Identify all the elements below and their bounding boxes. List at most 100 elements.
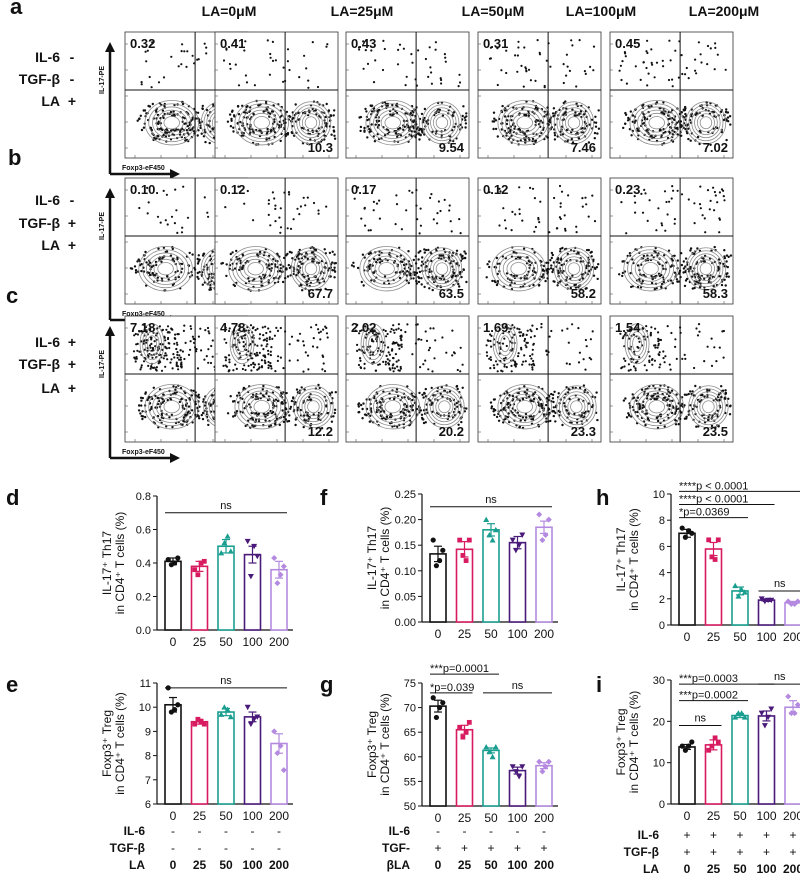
contour-ring [685, 101, 727, 145]
flow-event [402, 128, 405, 131]
flow-cond-sign: - [70, 49, 75, 65]
flow-event [653, 76, 656, 79]
flow-event [646, 84, 649, 87]
flow-event [668, 200, 671, 203]
x-tick-label: 200 [269, 635, 289, 649]
flow-event [660, 111, 663, 114]
flow-event [450, 230, 453, 233]
flow-event [455, 385, 458, 388]
flow-event [372, 81, 376, 84]
flow-event [182, 185, 185, 188]
flow-event [286, 227, 289, 230]
flow-event [233, 115, 236, 118]
flow-event [686, 132, 689, 135]
contour-ring [155, 109, 188, 136]
flow-event [311, 345, 315, 348]
flow-event [353, 197, 356, 200]
flow-event [574, 111, 577, 114]
flow-event [362, 40, 365, 43]
flow-event [302, 370, 305, 373]
flow-event [166, 358, 169, 361]
flow-event [451, 329, 454, 332]
data-point [224, 533, 231, 539]
flow-event [304, 351, 307, 354]
flow-event [650, 61, 653, 64]
flow-event [726, 111, 730, 114]
quadrant-upper-left-value: 7.18 [130, 320, 155, 335]
flow-event [136, 349, 139, 352]
flow-event [247, 364, 250, 367]
flow-event [684, 357, 687, 360]
flow-event [278, 216, 281, 219]
flow-y-axis-label: IL-17-PE [99, 212, 106, 240]
flow-event [420, 338, 423, 341]
flow-event [689, 267, 692, 270]
flow-event [139, 368, 142, 371]
flow-event [591, 330, 594, 333]
flow-cond-sign: + [68, 334, 76, 350]
flow-event [173, 103, 176, 107]
flow-event [681, 72, 684, 76]
flow-event [312, 337, 315, 340]
flow-event [651, 363, 654, 366]
flow-event [430, 71, 433, 74]
flow-event [663, 361, 666, 364]
flow-event [225, 365, 229, 368]
flow-event [304, 204, 307, 207]
flow-event [298, 332, 302, 335]
flow-event [162, 189, 165, 192]
flow-event [279, 267, 282, 270]
flow-event [333, 137, 337, 140]
flow-event [204, 140, 207, 144]
flow-event [267, 327, 270, 330]
flow-event [486, 263, 489, 266]
flow-event [620, 78, 623, 82]
flow-event [332, 125, 335, 129]
flow-event [180, 366, 183, 369]
flow-event [196, 257, 199, 261]
flow-event [404, 112, 407, 115]
flow-event [529, 186, 532, 189]
flow-event [224, 356, 227, 359]
flow-event [684, 127, 687, 131]
flow-event [509, 327, 512, 330]
flow-event [683, 116, 686, 119]
flow-event [440, 78, 443, 82]
flow-event [235, 367, 238, 370]
contour-ring [152, 106, 192, 139]
flow-event [191, 116, 194, 119]
flow-event [725, 108, 728, 111]
flow-event [498, 224, 501, 227]
flow-event [197, 335, 200, 338]
flow-event [669, 59, 672, 62]
flow-event [148, 75, 151, 79]
flow-event [170, 327, 173, 330]
contour-ring [516, 116, 533, 130]
panel-label-h: h [596, 485, 609, 510]
flow-event [722, 195, 725, 198]
flow-event [542, 413, 546, 416]
flow-event [645, 369, 648, 372]
flow-event [278, 120, 281, 124]
flow-event [239, 259, 242, 262]
flow-event [654, 327, 657, 330]
flow-event [417, 267, 420, 270]
flow-event [296, 207, 299, 210]
flow-event [530, 363, 533, 366]
panel-label-e: e [6, 672, 18, 697]
contour-ring [153, 258, 178, 279]
flow-event [330, 420, 334, 423]
flow-event [203, 404, 207, 407]
flow-event [538, 278, 541, 281]
flow-event [267, 353, 270, 356]
flow-event [659, 338, 663, 342]
flow-event [550, 392, 553, 396]
flow-event [550, 256, 553, 260]
flow-event [392, 329, 395, 332]
flow-event [650, 134, 653, 138]
flow-event [501, 370, 504, 373]
flow-plot: 0.457.02 [609, 31, 734, 159]
flow-event [428, 46, 431, 49]
flow-contours [234, 100, 332, 146]
